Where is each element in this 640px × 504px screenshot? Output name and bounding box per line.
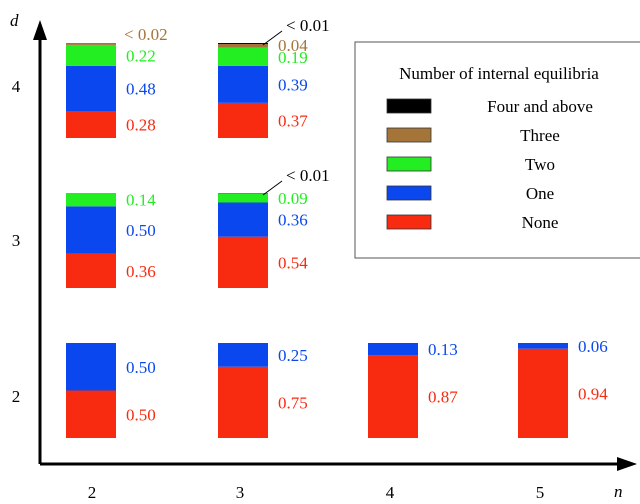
value-label: 0.19 <box>278 48 308 67</box>
value-label: 0.50 <box>126 358 156 377</box>
bar-segment-none <box>518 348 568 438</box>
legend-label: Two <box>525 155 555 174</box>
value-label: < 0.01 <box>286 16 330 35</box>
bar-segment-one <box>66 65 116 112</box>
bar-segment-none <box>66 253 116 288</box>
x-tick-label: 2 <box>88 483 97 502</box>
value-label: 0.75 <box>278 393 308 412</box>
bar-segment-three <box>66 43 116 45</box>
bar-segment-one <box>518 343 568 349</box>
legend-swatch <box>386 214 432 230</box>
value-label: 0.39 <box>278 75 308 94</box>
bar-segment-one <box>66 206 116 254</box>
bar-segment-three <box>218 193 268 194</box>
bar-segment-four-and-above <box>218 43 268 44</box>
value-label: 0.22 <box>126 46 156 65</box>
value-label: 0.54 <box>278 253 308 272</box>
value-label: 0.28 <box>126 116 156 135</box>
value-label: 0.13 <box>428 340 458 359</box>
value-label: 0.50 <box>126 221 156 240</box>
value-label: 0.37 <box>278 111 308 130</box>
legend-swatch <box>386 185 432 201</box>
bar-segment-none <box>368 355 418 438</box>
value-label: 0.87 <box>428 388 458 407</box>
value-label: < 0.02 <box>124 25 168 44</box>
bar-segment-one <box>66 343 116 391</box>
bar-segment-two <box>66 193 116 207</box>
bar-segment-one <box>218 343 268 367</box>
y-tick-label: 3 <box>12 231 21 250</box>
legend-label: One <box>526 184 554 203</box>
bar-segment-two <box>66 44 116 66</box>
bar-segment-none <box>218 236 268 288</box>
value-label: 0.94 <box>578 384 608 403</box>
y-tick-label: 4 <box>12 77 21 96</box>
value-label: 0.48 <box>126 80 156 99</box>
legend-label: None <box>522 213 559 232</box>
x-axis-label: n <box>614 482 623 501</box>
leader-line <box>262 180 283 196</box>
legend: Number of internal equilibria Four and a… <box>354 41 640 259</box>
bar-segment-one <box>218 65 268 103</box>
bar-segment-two <box>218 193 268 203</box>
bar-segment-none <box>218 102 268 138</box>
legend-items: Four and above Three Two One None <box>386 97 593 232</box>
x-tick-label: 4 <box>386 483 395 502</box>
y-axis-arrowhead <box>33 20 47 40</box>
value-label: < 0.01 <box>286 166 330 185</box>
value-label: 0.14 <box>126 191 156 210</box>
x-tick-label: 5 <box>536 483 545 502</box>
bar-segment-one <box>368 343 418 356</box>
bar-segment-two <box>218 47 268 66</box>
x-tick-label: 3 <box>236 483 245 502</box>
leader-line <box>262 30 283 46</box>
value-label: 0.06 <box>578 337 608 356</box>
bar-segment-none <box>218 366 268 438</box>
value-label: 0.25 <box>278 346 308 365</box>
value-label: 0.36 <box>126 262 156 281</box>
legend-swatch <box>386 127 432 143</box>
bar-segment-none <box>66 390 116 438</box>
value-label: 0.50 <box>126 405 156 424</box>
y-axis-label: d <box>10 11 19 30</box>
value-label: 0.09 <box>278 189 308 208</box>
value-labels-layer: 0.280.480.22< 0.020.370.390.19< 0.010.04… <box>124 16 608 424</box>
y-tick-label: 2 <box>12 387 21 406</box>
value-label: 0.04 <box>278 36 308 55</box>
bar-segment-three <box>218 43 268 48</box>
legend-label: Three <box>520 126 560 145</box>
bar-segment-one <box>218 202 268 237</box>
legend-swatch <box>386 156 432 172</box>
value-label: 0.36 <box>278 211 308 230</box>
legend-label: Four and above <box>487 97 593 116</box>
legend-swatch <box>386 98 432 114</box>
bars-layer <box>66 43 568 438</box>
legend-title: Number of internal equilibria <box>399 64 599 83</box>
bar-segment-none <box>66 111 116 138</box>
x-axis-arrowhead <box>617 457 637 471</box>
